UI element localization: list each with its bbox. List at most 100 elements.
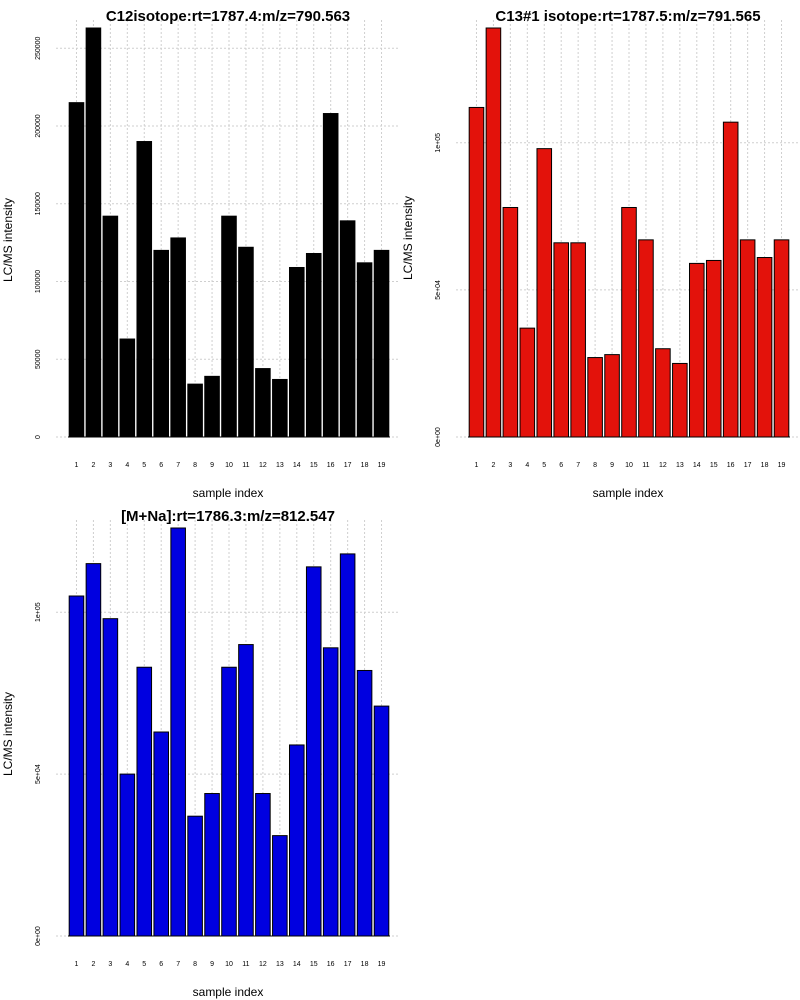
c12-x-tick-label: 19	[378, 462, 386, 469]
m-na-bars	[68, 527, 390, 937]
c13-y-tick-label: 0e+00	[435, 427, 442, 447]
c12-bar-6	[153, 249, 169, 438]
c13-bars	[468, 27, 790, 438]
c12-bar-4	[119, 338, 136, 438]
c13-x-tick-label: 12	[659, 462, 667, 469]
c12-x-tick-label: 2	[91, 462, 95, 469]
c13-x-tick-label: 15	[710, 462, 718, 469]
c13-y-tick-label: 5e+04	[435, 280, 442, 300]
m-na-x-tick-label: 9	[210, 961, 214, 968]
m-na-bar-2	[85, 563, 102, 937]
c13-bar-3	[502, 206, 519, 438]
m-na-x-tick-label: 12	[259, 961, 267, 968]
c13-bar-19	[773, 239, 790, 438]
m-na-bar-15	[305, 566, 322, 937]
m-na-bar-10	[221, 666, 237, 937]
c12-y-tick-label: 200000	[35, 114, 42, 137]
c13-x-tick-label: 1	[475, 462, 479, 469]
m-na-bar-3	[102, 618, 119, 937]
c12-x-tick-label: 15	[310, 462, 318, 469]
c12-bar-18	[356, 262, 373, 438]
m-na-y-tick-label: 0e+00	[35, 926, 42, 946]
m-na-bar-12	[255, 793, 271, 937]
c12-bar-9	[204, 375, 220, 438]
c12-x-tick-label: 5	[142, 462, 146, 469]
c13-x-tick-label: 8	[593, 462, 597, 469]
m-na-x-tick-label: 3	[108, 961, 112, 968]
c12-bar-16	[322, 113, 339, 438]
c13-x-ticks: 1 2 3 4 5 6 7 8 9 10 11 12 13 14 15 16 17 18 19	[475, 462, 786, 469]
c13-x-tick-label: 13	[676, 462, 684, 469]
m-na-x-tick-label: 16	[327, 961, 335, 968]
m-na-bar-5	[136, 666, 153, 937]
c12-y-axis-title: LC/MS intensity	[1, 198, 15, 282]
m-na-chart-title: [M+Na]:rt=1786.3:m/z=812.547	[121, 508, 335, 525]
m-na-x-tick-label: 7	[176, 961, 180, 968]
c13-bar-11	[638, 239, 654, 438]
c12-bar-10	[221, 215, 237, 438]
c13-x-axis-title: sample index	[593, 486, 664, 500]
c12-x-tick-label: 6	[159, 462, 163, 469]
m-na-x-tick-label: 2	[91, 961, 95, 968]
c12-bar-14	[289, 266, 305, 438]
c12-bar-13	[272, 378, 288, 438]
c13-bar-9	[604, 354, 620, 438]
m-na-bar-16	[322, 647, 339, 937]
c12-chart-title: C12isotope:rt=1787.4:m/z=790.563	[106, 8, 350, 25]
c12-x-tick-label: 3	[108, 462, 112, 469]
c13-bar-6	[553, 242, 569, 438]
c13-y-ticks: 0e+00 5e+04 1e+05	[435, 133, 442, 447]
c13-x-tick-label: 9	[610, 462, 614, 469]
c12-x-tick-label: 17	[344, 462, 352, 469]
m-na-bar-13	[272, 835, 288, 937]
c13-bar-13	[672, 362, 688, 438]
m-na-bar-14	[289, 744, 305, 937]
c12-x-tick-label: 12	[259, 462, 267, 469]
c12-bars	[68, 27, 390, 438]
m-na-x-axis-title: sample index	[193, 985, 264, 999]
m-na-x-tick-label: 8	[193, 961, 197, 968]
c13-x-tick-label: 10	[625, 462, 633, 469]
c13-x-tick-label: 4	[525, 462, 529, 469]
m-na-y-tick-label: 5e+04	[35, 764, 42, 784]
c12-y-tick-label: 250000	[35, 36, 42, 59]
c12-x-tick-label: 11	[242, 462, 249, 469]
c13-x-tick-label: 3	[508, 462, 512, 469]
m-na-bar-7	[170, 527, 186, 937]
c13-x-tick-label: 16	[727, 462, 735, 469]
c12-bar-15	[305, 252, 322, 438]
c12-bar-3	[102, 215, 119, 438]
c12-bar-1	[68, 102, 85, 438]
c12-x-tick-label: 10	[225, 462, 233, 469]
c13-bar-16	[722, 121, 739, 438]
c12-bar-17	[339, 220, 356, 438]
m-na-bar-8	[187, 815, 203, 937]
m-na-bar-4	[119, 773, 136, 937]
c12-x-tick-label: 8	[193, 462, 197, 469]
c13-bar-14	[689, 262, 705, 438]
m-na-bar-6	[153, 731, 169, 937]
c12-y-ticks: 0 50000 100000 150000 200000 250000	[35, 36, 42, 439]
c12-y-tick-label: 0	[35, 435, 42, 439]
c13-bar-18	[756, 257, 773, 438]
c12-x-tick-label: 13	[276, 462, 284, 469]
m-na-x-tick-label: 13	[276, 961, 284, 968]
m-na-bar-1	[68, 595, 85, 937]
c12-x-tick-label: 4	[125, 462, 129, 469]
c13-x-tick-label: 19	[778, 462, 786, 469]
c13-bar-15	[705, 259, 722, 438]
c12-y-tick-label: 100000	[35, 270, 42, 293]
m-na-bar-17	[339, 553, 356, 937]
c12-x-tick-label: 9	[210, 462, 214, 469]
c13-bar-10	[621, 206, 637, 438]
c13-bar-8	[587, 357, 603, 438]
m-na-y-tick-label: 1e+05	[35, 602, 42, 622]
m-na-bar-18	[356, 669, 373, 937]
c12-y-tick-label: 150000	[35, 192, 42, 215]
m-na-bar-11	[238, 644, 254, 937]
c13-x-tick-label: 11	[642, 462, 649, 469]
c12-bar-8	[187, 383, 203, 438]
